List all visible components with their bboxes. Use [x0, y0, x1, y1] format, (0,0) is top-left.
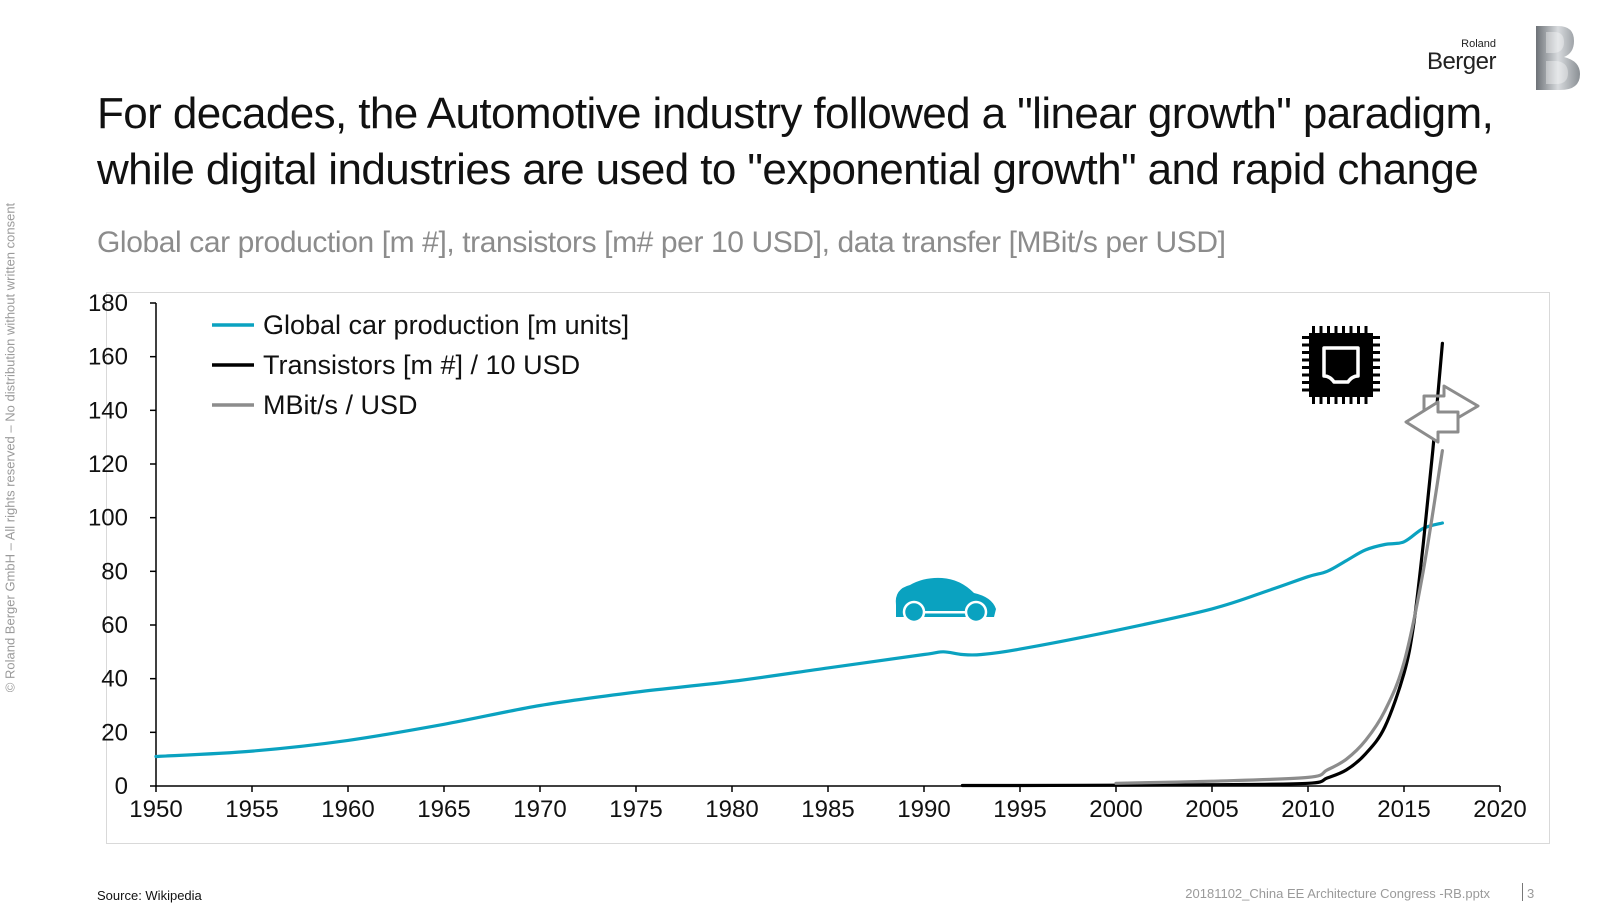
legend-label: Global car production [m units] [263, 310, 629, 340]
chip-pin [1372, 381, 1380, 384]
legend-label: Transistors [m #] / 10 USD [263, 350, 580, 380]
chip-pin [1372, 351, 1380, 354]
y-tick-label: 40 [101, 666, 128, 693]
x-tick-label: 2005 [1185, 796, 1238, 823]
mbit-line [1114, 449, 1444, 785]
legend-item-mbit: MBit/s / USD [212, 390, 418, 420]
car-wheel [902, 600, 926, 624]
chip-pin [1302, 366, 1310, 369]
chip-pin [1327, 396, 1330, 404]
page-number: 3 [1527, 886, 1535, 901]
transistors-line [960, 341, 1444, 788]
y-tick-label: 20 [101, 719, 128, 746]
car-sill [924, 611, 966, 614]
x-tick-label: 1980 [705, 796, 758, 823]
chip-icon [1302, 326, 1380, 404]
x-tick-label: 1965 [417, 796, 470, 823]
x-tick-label: 1990 [897, 796, 950, 823]
logo-berger-text: Berger [1426, 48, 1497, 75]
chip-pin [1312, 326, 1315, 334]
roland-berger-logo: Roland Berger [1427, 26, 1582, 90]
chip-pin [1364, 396, 1368, 404]
file-name: 20181102_China EE Architecture Congress … [1185, 886, 1490, 901]
footer-divider [1522, 883, 1523, 901]
chip-pin [1342, 326, 1345, 334]
chip-pin [1342, 396, 1345, 404]
y-tick-label: 100 [88, 505, 128, 532]
chip-pin [1364, 326, 1368, 334]
page-subtitle: Global car production [m #], transistors… [97, 226, 1226, 259]
chip-pin [1302, 388, 1310, 392]
chip-pin [1372, 366, 1380, 369]
x-tick-label: 1960 [321, 796, 374, 823]
x-tick-label: 1955 [225, 796, 278, 823]
chip-pin [1349, 396, 1353, 404]
y-tick-label: 80 [101, 558, 128, 585]
legend-label: MBit/s / USD [263, 390, 418, 420]
legend-item-car-production: Global car production [m units] [212, 310, 629, 340]
y-tick-label: 120 [88, 451, 128, 478]
y-tick-label: 160 [88, 344, 128, 371]
source-note: Source: Wikipedia [97, 888, 202, 903]
y-tick-label: 140 [88, 397, 128, 424]
car-wheel [964, 600, 988, 624]
chip-pin [1312, 396, 1315, 404]
chart-frame [106, 292, 1550, 844]
x-tick-label: 2015 [1377, 796, 1430, 823]
arrows-icon [1404, 384, 1480, 444]
logo-roland-text: Roland [1461, 38, 1496, 50]
car-production-line [154, 521, 1444, 759]
chip-pin [1349, 326, 1353, 334]
chip-pin [1372, 358, 1380, 362]
x-tick-label: 1950 [129, 796, 182, 823]
x-tick-label: 1995 [993, 796, 1046, 823]
arrow-left [1404, 400, 1460, 444]
x-tick-label: 2000 [1089, 796, 1142, 823]
x-tick-label: 2020 [1473, 796, 1526, 823]
page-title: For decades, the Automotive industry fol… [97, 89, 1494, 194]
chip-pin [1372, 373, 1380, 377]
chip-pin [1372, 388, 1380, 392]
x-tick-label: 1970 [513, 796, 566, 823]
chip-pin [1319, 326, 1323, 334]
y-tick-label: 180 [88, 290, 128, 317]
logo-b-mark [1536, 26, 1580, 90]
chip-pin [1302, 358, 1310, 362]
chip-pin [1302, 381, 1310, 384]
chip-body [1309, 333, 1373, 397]
chip-pin [1334, 326, 1338, 334]
chip-pin [1302, 336, 1310, 339]
chip-pin [1319, 396, 1323, 404]
chip-pin [1357, 326, 1360, 334]
x-tick-label: 2010 [1281, 796, 1334, 823]
x-tick-label: 1985 [801, 796, 854, 823]
chip-pin [1302, 351, 1310, 354]
chip-pin [1327, 326, 1330, 334]
legend-item-transistors: Transistors [m #] / 10 USD [212, 350, 580, 380]
chip-pin [1372, 343, 1380, 347]
y-tick-label: 0 [115, 773, 128, 800]
chip-pin [1372, 336, 1380, 339]
chip-pin [1357, 396, 1360, 404]
y-tick-label: 60 [101, 612, 128, 639]
chip-pin [1302, 373, 1310, 377]
chip-pin [1302, 343, 1310, 347]
chip-core [1322, 346, 1360, 384]
car-icon [895, 577, 996, 624]
x-tick-label: 1975 [609, 796, 662, 823]
chip-pin [1334, 396, 1338, 404]
